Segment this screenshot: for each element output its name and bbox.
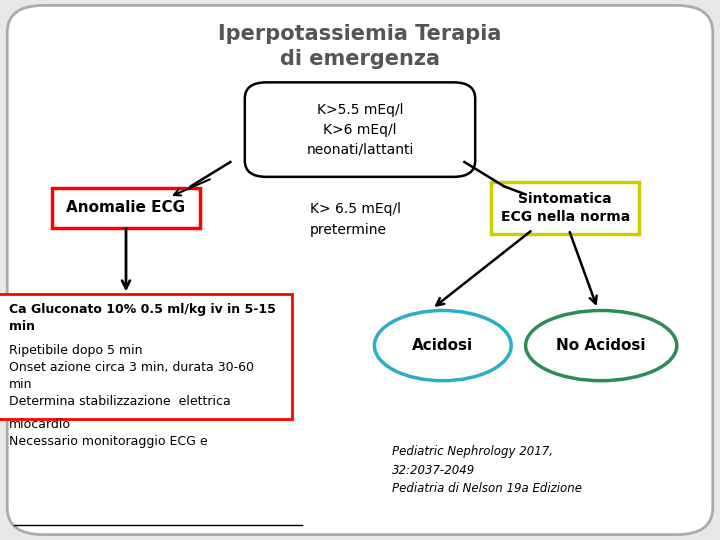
FancyBboxPatch shape: [52, 188, 199, 228]
Text: Iperpotassiemia Terapia
di emergenza: Iperpotassiemia Terapia di emergenza: [218, 24, 502, 69]
Text: K>5.5 mEq/l
K>6 mEq/l
neonati/lattanti: K>5.5 mEq/l K>6 mEq/l neonati/lattanti: [306, 103, 414, 157]
Ellipse shape: [526, 310, 677, 381]
Text: Anomalie ECG: Anomalie ECG: [66, 200, 186, 215]
Text: Pediatric Nephrology 2017,
32:2037-2049
Pediatria di Nelson 19a Edizione: Pediatric Nephrology 2017, 32:2037-2049 …: [392, 446, 582, 495]
Text: Sintomatica
ECG nella norma: Sintomatica ECG nella norma: [500, 192, 630, 224]
Text: K> 6.5 mEq/l
pretermine: K> 6.5 mEq/l pretermine: [310, 202, 400, 237]
Text: Ca Gluconato 10% 0.5 ml/kg iv in 5-15
min: Ca Gluconato 10% 0.5 ml/kg iv in 5-15 mi…: [9, 303, 276, 334]
FancyBboxPatch shape: [7, 5, 713, 535]
FancyBboxPatch shape: [491, 183, 639, 233]
FancyBboxPatch shape: [245, 82, 475, 177]
Text: Acidosi: Acidosi: [413, 338, 473, 353]
Text: No Acidosi: No Acidosi: [557, 338, 646, 353]
Ellipse shape: [374, 310, 511, 381]
FancyBboxPatch shape: [0, 294, 292, 418]
Text: Ripetibile dopo 5 min
Onset azione circa 3 min, durata 30-60
min
Determina stabi: Ripetibile dopo 5 min Onset azione circa…: [9, 344, 253, 408]
Text: miocardio
Necessario monitoraggio ECG e: miocardio Necessario monitoraggio ECG e: [9, 418, 207, 449]
